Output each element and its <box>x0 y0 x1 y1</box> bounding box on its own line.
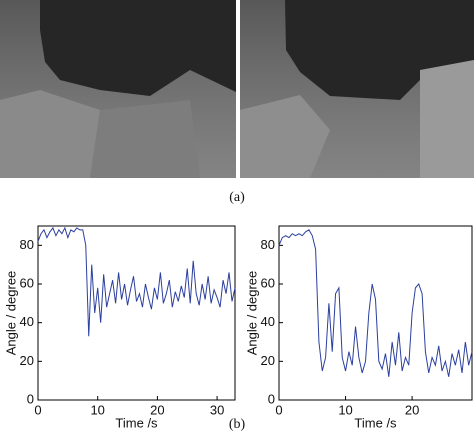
x-tick-label: 30 <box>210 402 224 417</box>
x-tick-label: 20 <box>405 402 419 417</box>
data-line <box>278 229 473 377</box>
y-axis-label: Angle / degree <box>244 271 259 356</box>
depth-image-left <box>0 0 236 178</box>
caption-b: (b) <box>229 417 246 432</box>
y-tick-label: 40 <box>20 314 34 329</box>
y-tick-label: 60 <box>20 275 34 290</box>
y-tick-label: 20 <box>261 353 275 368</box>
y-tick-label: 0 <box>27 391 34 406</box>
data-line <box>37 226 236 337</box>
caption-a: (a) <box>229 190 245 205</box>
x-tick-label: 0 <box>34 402 41 417</box>
axes-frame <box>37 225 236 401</box>
x-tick-label: 20 <box>150 402 164 417</box>
y-tick-label: 80 <box>261 237 275 252</box>
y-tick-label: 60 <box>261 275 275 290</box>
x-tick-label: 0 <box>275 402 282 417</box>
y-tick-label: 0 <box>268 391 275 406</box>
axes-frame <box>278 225 473 401</box>
x-tick-label: 10 <box>338 402 352 417</box>
y-tick-label: 80 <box>20 237 34 252</box>
x-axis-label: Time /s <box>354 415 397 430</box>
y-tick-label: 20 <box>20 353 34 368</box>
x-tick-label: 10 <box>90 402 104 417</box>
x-axis-label: Time /s <box>115 415 158 430</box>
depth-image-right <box>240 0 474 178</box>
y-axis-label: Angle / degree <box>3 271 18 356</box>
y-tick-label: 40 <box>261 314 275 329</box>
